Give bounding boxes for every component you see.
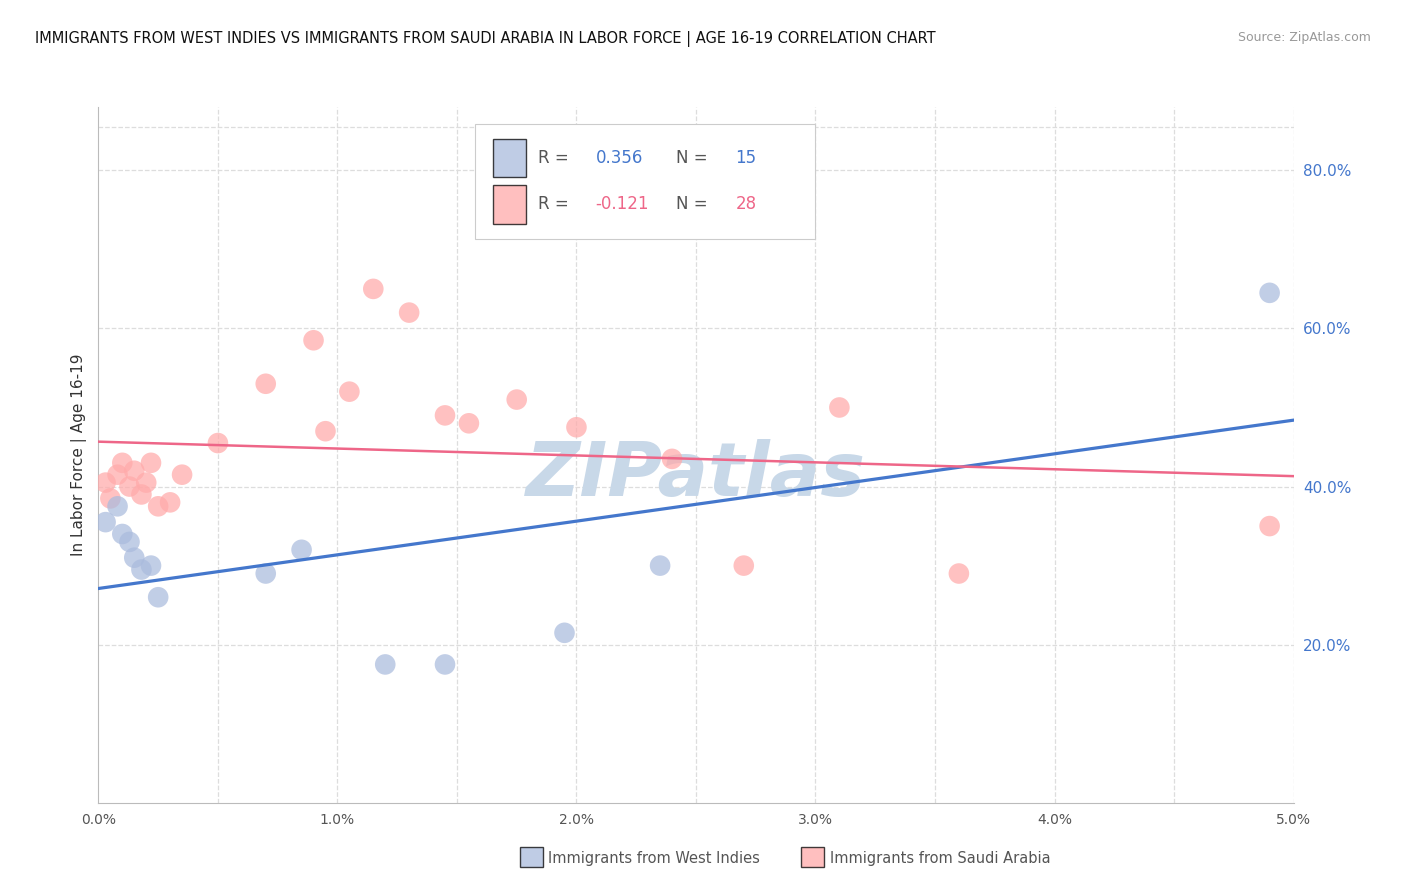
Point: [254, 566, 277, 581]
Point: [139, 456, 162, 470]
Point: [828, 401, 851, 415]
Point: [948, 566, 970, 581]
Text: IMMIGRANTS FROM WEST INDIES VS IMMIGRANTS FROM SAUDI ARABIA IN LABOR FORCE | AGE: IMMIGRANTS FROM WEST INDIES VS IMMIGRANT…: [35, 31, 936, 47]
Y-axis label: In Labor Force | Age 16-19: In Labor Force | Age 16-19: [72, 353, 87, 557]
Point: [172, 467, 194, 482]
Point: [118, 479, 141, 493]
Text: R =: R =: [538, 195, 574, 213]
Point: [148, 591, 170, 605]
Point: [207, 436, 229, 450]
Point: [565, 420, 588, 434]
Point: [159, 495, 181, 509]
Point: [135, 475, 157, 490]
FancyBboxPatch shape: [475, 124, 815, 239]
Point: [131, 563, 153, 577]
Point: [339, 384, 361, 399]
Point: [661, 451, 683, 466]
Point: [434, 409, 457, 423]
Point: [98, 491, 122, 506]
Point: [124, 464, 146, 478]
Text: N =: N =: [676, 195, 713, 213]
Point: [107, 500, 129, 514]
Point: [506, 392, 529, 407]
Point: [111, 527, 134, 541]
FancyBboxPatch shape: [494, 186, 526, 224]
Point: [363, 282, 385, 296]
Point: [254, 376, 277, 391]
Point: [148, 500, 170, 514]
Point: [118, 534, 141, 549]
Point: [554, 625, 576, 640]
Text: 28: 28: [735, 195, 756, 213]
Point: [733, 558, 755, 573]
Point: [302, 333, 325, 347]
Point: [111, 456, 134, 470]
Point: [315, 424, 337, 438]
Point: [131, 487, 153, 501]
Text: Immigrants from Saudi Arabia: Immigrants from Saudi Arabia: [830, 851, 1050, 865]
Text: Immigrants from West Indies: Immigrants from West Indies: [548, 851, 761, 865]
Point: [650, 558, 672, 573]
Point: [1258, 285, 1281, 300]
Text: 0.356: 0.356: [596, 149, 643, 167]
Text: N =: N =: [676, 149, 713, 167]
Point: [94, 475, 117, 490]
Point: [458, 417, 481, 431]
Point: [139, 558, 162, 573]
Point: [124, 550, 146, 565]
Point: [291, 542, 314, 557]
FancyBboxPatch shape: [494, 138, 526, 177]
Text: R =: R =: [538, 149, 574, 167]
Text: 15: 15: [735, 149, 756, 167]
Text: -0.121: -0.121: [596, 195, 650, 213]
Point: [1258, 519, 1281, 533]
Text: ZIPatlas: ZIPatlas: [526, 439, 866, 512]
Point: [94, 515, 117, 529]
Point: [398, 305, 420, 319]
Text: Source: ZipAtlas.com: Source: ZipAtlas.com: [1237, 31, 1371, 45]
Point: [107, 467, 129, 482]
Point: [374, 657, 396, 672]
Point: [434, 657, 457, 672]
